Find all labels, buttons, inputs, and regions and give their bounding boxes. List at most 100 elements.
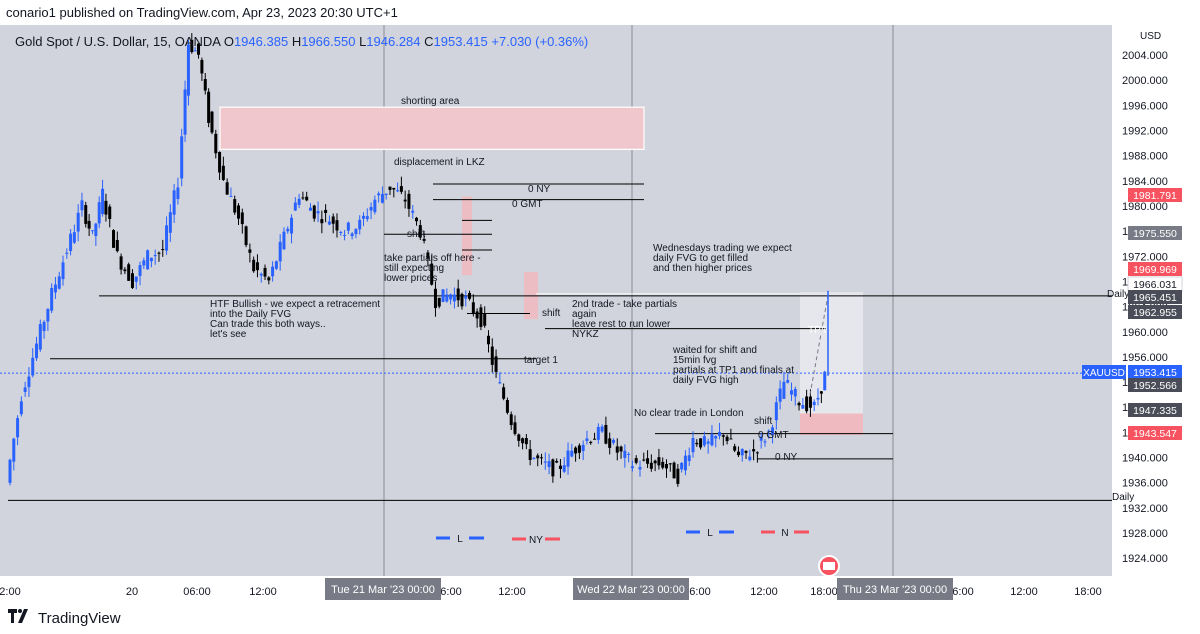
candle-up (585, 438, 589, 441)
candle-up (172, 190, 176, 215)
projection-arrow (809, 295, 829, 395)
candle-down (558, 465, 562, 469)
time-tick-label: 18:00 (1074, 586, 1102, 598)
chart-canvas[interactable]: USD 2004.000 2000.000 1996.000 1992.000 1988.… (0, 25, 1200, 605)
candle-up (759, 436, 763, 441)
candle-up (31, 357, 35, 376)
candle-down (695, 442, 699, 445)
candle-up (630, 466, 634, 469)
candle-down (161, 249, 165, 251)
candle-up (570, 450, 574, 457)
open-value: 1946.385 (233, 34, 289, 49)
price-tick-label: 1928.000 (1122, 528, 1168, 540)
price-tick-label: 1960.000 (1122, 327, 1168, 339)
candle-down (744, 450, 748, 453)
publish-line: conario1 published on TradingView.com, A… (6, 5, 398, 20)
candle-down (653, 460, 657, 464)
annotation-text: shorting area (401, 96, 460, 107)
candle-up (293, 202, 297, 211)
candle-down (494, 356, 498, 372)
price-tick-label: 1940.000 (1122, 453, 1168, 465)
time-tick-label: 12:00 (1010, 586, 1038, 598)
candle-down (305, 196, 309, 201)
candle-up (180, 136, 184, 179)
candle-down (819, 391, 823, 394)
price-tick-label: 2004.000 (1122, 50, 1168, 62)
shorting-area-box[interactable] (219, 106, 645, 150)
candle-down (634, 458, 638, 463)
candle-up (774, 402, 778, 421)
price-badge-label: 1966.031 (1133, 279, 1177, 291)
candle-down (203, 79, 207, 91)
candle-down (699, 438, 703, 448)
price-badge-label: 1965.451 (1133, 292, 1177, 304)
candle-down (190, 39, 194, 53)
candle-down (422, 238, 426, 241)
candle-up (12, 438, 16, 462)
candle-up (369, 207, 373, 211)
time-tick-label: 12:00 (750, 586, 778, 598)
annotation-text: No clear trade in London (634, 408, 744, 419)
candle-down (502, 387, 506, 399)
time-tick-label: 18:00 (810, 586, 838, 598)
low-value: 1946.284 (366, 34, 421, 49)
price-tick-label: 1924.000 (1122, 553, 1168, 565)
candle-down (112, 230, 116, 248)
candle-down (668, 463, 672, 465)
candle-down (84, 205, 88, 224)
candle-up (80, 200, 84, 211)
time-badge-bg (325, 578, 441, 600)
close-value: 1953.415 (433, 34, 488, 49)
candle-up (134, 276, 138, 282)
candle-up (97, 202, 101, 224)
candle-down (130, 273, 134, 288)
candle-down (479, 307, 483, 328)
candle-up (149, 257, 153, 262)
price-badge-label: 1981.791 (1133, 190, 1177, 202)
candle-down (456, 288, 460, 301)
candle-down (87, 220, 91, 229)
annotation-text: shift (542, 308, 561, 319)
candle-down (486, 335, 490, 345)
candle-up (186, 44, 190, 96)
candle-down (509, 414, 513, 426)
candle-down (797, 402, 801, 406)
candle-up (543, 461, 547, 463)
candle-down (646, 458, 650, 464)
candle-down (418, 225, 422, 238)
candle-up (627, 453, 631, 455)
price-badge-bg (1128, 305, 1182, 319)
candle-down (755, 452, 759, 454)
candle-up (69, 233, 73, 251)
session-label: L (707, 528, 713, 539)
candle-up (498, 382, 502, 384)
time-badge-label: Tue 21 Mar '23 00:00 (331, 584, 435, 596)
annotation-text: 0 NY (528, 184, 551, 195)
time-tick-label: 6:00 (689, 586, 710, 598)
candle-up (343, 234, 347, 236)
candle-down (207, 91, 211, 123)
candle-up (801, 405, 805, 409)
candle-up (53, 284, 57, 293)
candle-down (407, 193, 411, 209)
price-tick-label: 1956.000 (1122, 352, 1168, 364)
chart-frame[interactable]: USD 2004.000 2000.000 1996.000 1992.000 1988.… (0, 25, 1200, 605)
candle-up (271, 266, 275, 277)
candle-up (789, 390, 793, 395)
candle-down (324, 209, 328, 214)
candle-up (763, 441, 767, 443)
candle-down (221, 165, 225, 180)
symbol-name[interactable]: Gold Spot / U.S. Dollar, 15, OANDA (15, 34, 221, 49)
time-tick-label: 6:00 (440, 586, 461, 598)
candle-up (176, 187, 180, 200)
candle-up (767, 430, 771, 432)
candle-down (335, 220, 339, 231)
price-badge-label: 1975.550 (1133, 228, 1177, 240)
candle-down (200, 59, 204, 74)
tp-zone-box (800, 292, 863, 414)
candle-up (282, 231, 286, 250)
tradingview-footer[interactable]: TradingView (8, 609, 121, 628)
time-badge-label: Thu 23 Mar '23 00:00 (843, 584, 947, 596)
time-tick-label: 12:00 (498, 586, 526, 598)
annotation-text: shift (754, 416, 773, 427)
